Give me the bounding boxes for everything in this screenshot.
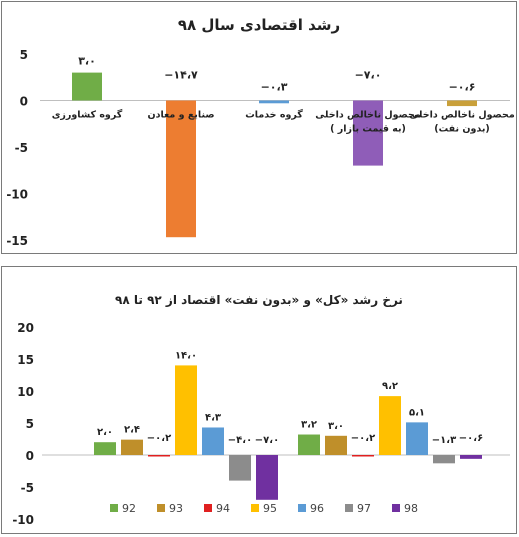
legend-swatch xyxy=(298,504,306,512)
y-tick-label: 5 xyxy=(20,48,28,62)
data-label: ۲،۴ xyxy=(124,425,140,436)
legend-item: 98 xyxy=(392,502,418,515)
category-label: گروه کشاورزی xyxy=(52,109,123,121)
legend-label: 97 xyxy=(357,502,371,515)
bar xyxy=(325,435,347,455)
bar xyxy=(406,422,428,455)
data-label: −۰،۳ xyxy=(261,81,288,94)
y-tick-label: 5 xyxy=(26,417,34,431)
data-label: ۱۴،۰ xyxy=(175,350,197,361)
legend-label: 96 xyxy=(310,502,324,515)
y-tick-label: -5 xyxy=(21,481,34,495)
y-tick-label: 0 xyxy=(20,95,28,109)
legend-item: 93 xyxy=(157,502,183,515)
data-label: ۳،۰ xyxy=(328,421,344,432)
legend-swatch xyxy=(345,504,353,512)
legend-swatch xyxy=(110,504,118,512)
bar xyxy=(353,100,383,166)
legend-swatch xyxy=(392,504,400,512)
data-label: −۰،۶ xyxy=(459,433,483,444)
bar xyxy=(298,434,320,455)
data-label: ۳،۰ xyxy=(78,55,96,68)
data-label: ۲،۰ xyxy=(97,427,113,438)
chart-panel-growth-92-98: نرخ رشد «کل» و «بدون نفت» اقتصاد از ۹۲ ت… xyxy=(1,266,517,534)
legend-item: 95 xyxy=(251,502,277,515)
category-label: صنایع و معادن xyxy=(148,110,215,121)
legend-item: 94 xyxy=(204,502,230,515)
bar xyxy=(256,455,278,500)
y-tick-label: -15 xyxy=(6,234,28,248)
bar xyxy=(460,455,482,459)
legend-item: 96 xyxy=(298,502,324,515)
category-label: محصول ناخالص داخلی xyxy=(409,110,515,121)
data-label: −۷،۰ xyxy=(355,69,382,82)
data-label: ۳،۲ xyxy=(301,420,317,431)
legend-label: 92 xyxy=(122,502,136,515)
bar xyxy=(166,100,196,238)
bar xyxy=(229,455,251,481)
y-tick-label: 0 xyxy=(26,449,34,463)
chart-panel-growth-98: رشد اقتصادی سال ۹۸ 5 0 -5 -10 -15 ۳،۰ گروه کش… xyxy=(1,1,517,254)
chart-title: نرخ رشد «کل» و «بدون نفت» اقتصاد از ۹۲ ت… xyxy=(115,293,403,308)
bar xyxy=(259,100,289,104)
legend-label: 94 xyxy=(216,502,230,515)
bar xyxy=(72,72,102,101)
bar xyxy=(379,396,401,455)
legend-swatch xyxy=(251,504,259,512)
chart-growth-98: رشد اقتصادی سال ۹۸ 5 0 -5 -10 -15 ۳،۰ گروه کش… xyxy=(6,16,515,248)
legend-label: 98 xyxy=(404,502,418,515)
bar xyxy=(94,442,116,455)
bar xyxy=(148,455,170,457)
y-tick-label: -10 xyxy=(6,188,28,202)
bar xyxy=(175,365,197,455)
legend-item: 97 xyxy=(345,502,371,515)
data-label: −۰،۲ xyxy=(147,433,171,444)
legend-swatch xyxy=(157,504,165,512)
category-label: محصول ناخالص داخلی xyxy=(315,110,421,121)
data-label: ۴،۳ xyxy=(205,412,221,423)
data-label: −۴،۰ xyxy=(228,435,252,446)
y-tick-label: -5 xyxy=(15,141,28,155)
y-tick-label: 15 xyxy=(17,353,34,367)
category-label: ( به قیمت بازار) xyxy=(330,124,406,135)
category-label: (بدون نفت) xyxy=(434,124,490,135)
data-label: −۷،۰ xyxy=(255,435,279,446)
legend-item: 92 xyxy=(110,502,136,515)
data-label: ۵،۱ xyxy=(409,407,425,418)
bar xyxy=(447,100,477,107)
category-label: گروه خدمات xyxy=(245,109,303,121)
chart-growth-92-98: نرخ رشد «کل» و «بدون نفت» اقتصاد از ۹۲ ت… xyxy=(12,293,510,527)
data-label: −۰،۲ xyxy=(351,433,375,444)
data-label: −۱۴،۷ xyxy=(164,69,198,82)
chart-title: رشد اقتصادی سال ۹۸ xyxy=(178,16,340,34)
y-tick-label: -10 xyxy=(12,513,34,527)
bar xyxy=(433,455,455,464)
y-tick-label: 10 xyxy=(17,385,34,399)
data-label: −۰،۶ xyxy=(449,81,476,94)
data-label: −۱،۳ xyxy=(432,435,456,446)
legend-label: 95 xyxy=(263,502,277,515)
bar xyxy=(121,439,143,455)
y-tick-label: 20 xyxy=(17,321,34,335)
bar xyxy=(352,455,374,457)
data-label: ۹،۲ xyxy=(382,381,398,392)
legend-label: 93 xyxy=(169,502,183,515)
bar xyxy=(202,427,224,455)
legend-swatch xyxy=(204,504,212,512)
